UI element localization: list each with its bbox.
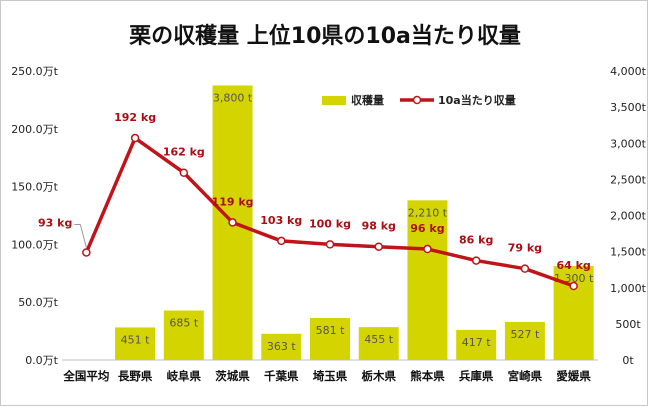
line-label: 96 kg	[410, 222, 444, 235]
line-point	[471, 256, 481, 265]
bar	[310, 318, 350, 360]
bar-label: 2,210 t	[408, 206, 448, 219]
bar	[261, 333, 302, 360]
left-axis-tick: 250.0万t	[11, 65, 58, 78]
bar	[115, 327, 156, 360]
legend-line-marker	[412, 95, 422, 105]
line-label: 100 kg	[309, 217, 351, 230]
line-point	[277, 236, 286, 246]
line-point	[179, 168, 189, 177]
chart-title: 栗の収穫量 上位10県の10a当たり収量	[129, 24, 521, 49]
right-axis-tick: 3,500t	[610, 101, 646, 114]
category-label: 兵庫県	[459, 369, 494, 383]
line-series-path	[84, 136, 575, 288]
bar-label: 527 t	[511, 328, 540, 341]
bar-label: 451 t	[121, 333, 150, 346]
left-axis-tick: 150.0万t	[11, 181, 58, 194]
category-label: 茨城県	[215, 369, 250, 383]
line-label: 93 kg	[38, 216, 72, 229]
bar-label: 417 t	[462, 336, 491, 349]
left-axis-tick: 50.0万t	[18, 296, 58, 309]
line-label: 79 kg	[508, 242, 542, 255]
legend-bar-swatch	[322, 96, 346, 105]
left-axis-tick: 200.0万t	[11, 123, 58, 136]
category-label: 長野県	[118, 369, 153, 383]
line-label: 162 kg	[163, 146, 205, 159]
right-axis-tick: 1,500t	[610, 246, 646, 259]
line-point	[520, 264, 530, 273]
bar	[504, 321, 545, 360]
left-axis-tick: 0.0万t	[25, 354, 58, 367]
line-label: 64 kg	[556, 259, 590, 272]
bar	[358, 327, 399, 360]
category-label: 宮崎県	[508, 369, 543, 383]
category-label: 熊本県	[410, 369, 445, 383]
line-point	[82, 248, 91, 257]
legend-line-label: 10a当たり収量	[438, 93, 516, 107]
right-axis-tick: 500t	[615, 318, 641, 331]
line-label: 86 kg	[459, 234, 493, 247]
line-point	[325, 240, 335, 249]
line-label: 192 kg	[114, 111, 156, 124]
bar-label: 685 t	[169, 317, 198, 330]
bar	[456, 329, 497, 360]
line-point	[423, 244, 432, 254]
right-axis-tick: 4,000t	[610, 65, 646, 78]
right-axis-tick: 1,000t	[610, 282, 646, 295]
bar-label: 581 t	[316, 324, 345, 337]
category-label: 栃木県	[361, 369, 396, 383]
category-label: 千葉県	[264, 369, 299, 383]
line-point	[228, 218, 237, 227]
line-point	[130, 133, 140, 143]
bar-label: 363 t	[267, 340, 296, 353]
leader-line	[79, 224, 87, 248]
right-axis-tick: 2,000t	[610, 210, 646, 223]
bar	[163, 310, 204, 360]
left-axis-tick: 100.0万t	[11, 238, 58, 251]
legend-bar-label: 収穫量	[351, 93, 384, 107]
right-axis-tick: 3,000t	[610, 137, 646, 150]
category-label: 全国平均	[62, 369, 109, 383]
bar-label: 455 t	[364, 333, 393, 346]
line-label: 119 kg	[212, 195, 254, 208]
bar	[407, 200, 448, 360]
line-label: 103 kg	[260, 214, 302, 227]
right-axis-tick: 2,500t	[610, 173, 646, 186]
category-label: 愛媛県	[556, 369, 591, 383]
line-label: 98 kg	[362, 220, 396, 233]
category-label: 埼玉県	[313, 369, 348, 383]
category-label: 岐阜県	[167, 369, 202, 383]
bar-label: 3,800 t	[213, 91, 253, 104]
line-point	[569, 281, 578, 291]
line-point	[374, 242, 383, 251]
right-axis-tick: 0t	[622, 354, 634, 367]
